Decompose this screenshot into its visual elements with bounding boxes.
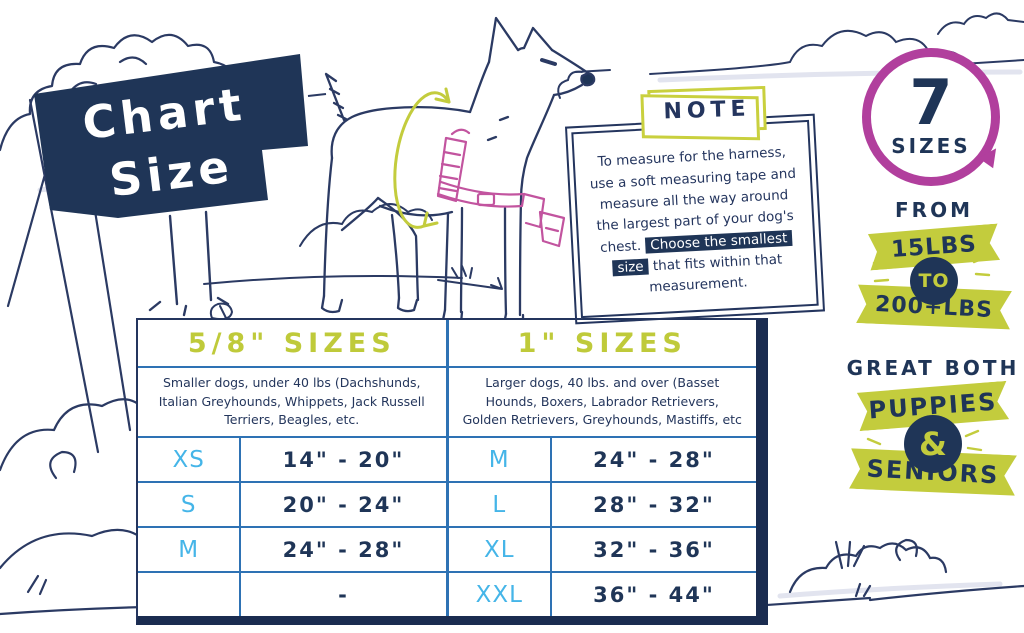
range-cell: 14" - 20"	[282, 447, 405, 472]
weight-intro: FROM	[895, 198, 973, 222]
audience-badge: GREAT BOTH PUPPIES & SENIORS	[842, 356, 1024, 493]
dog-tail	[324, 72, 348, 122]
column-description: Larger dogs, 40 lbs. and over (Basset Ho…	[448, 366, 756, 438]
size-cell: XL	[449, 528, 552, 571]
sizes-word: SIZES	[891, 134, 971, 158]
sign-board	[34, 54, 327, 317]
note-box: To measure for the harness, use a soft m…	[565, 113, 825, 325]
measuring-arrow	[393, 87, 451, 229]
range-cell: -	[338, 582, 349, 607]
dog-illustration	[320, 16, 596, 329]
size-cell	[138, 573, 242, 616]
range-cell: 20" - 24"	[282, 492, 405, 517]
note-label: NOTE	[663, 95, 751, 125]
table-row: XS 14" - 20"	[138, 438, 446, 483]
dog-ear	[522, 26, 554, 52]
size-cell: XS	[138, 438, 242, 481]
dog-ear	[487, 16, 520, 64]
size-table: 5/8" SIZES Smaller dogs, under 40 lbs (D…	[136, 318, 768, 625]
size-column-1: 1" SIZES Larger dogs, 40 lbs. and over (…	[448, 320, 757, 616]
column-header: 5/8" SIZES	[187, 327, 396, 359]
audience-intro: GREAT BOTH	[846, 356, 1020, 380]
size-cell: M	[449, 438, 552, 481]
audience-connector-circle: &	[904, 415, 962, 473]
dog-eye	[540, 58, 557, 66]
size-cell: S	[138, 483, 242, 526]
range-cell: 28" - 32"	[593, 492, 715, 517]
table-row: -	[138, 573, 446, 616]
table-row: XXL 36" - 44"	[449, 573, 757, 616]
dog-nose	[580, 71, 596, 87]
column-description: Smaller dogs, under 40 lbs (Dachshunds, …	[138, 366, 446, 438]
table-row: M 24" - 28"	[138, 528, 446, 573]
note-text: To measure for the harness, use a soft m…	[584, 142, 806, 302]
size-cell: L	[449, 483, 552, 526]
size-cell: XXL	[449, 573, 552, 616]
range-cell: 36" - 44"	[593, 582, 715, 607]
size-cell: M	[138, 528, 242, 571]
table-row: XL 32" - 36"	[448, 528, 756, 573]
range-cell: 24" - 28"	[282, 537, 405, 562]
weight-range-badge: FROM 15LBS TO 200+LBS	[848, 198, 1020, 327]
note-text-after: that fits within that measurement.	[648, 251, 783, 296]
weight-connector-circle: TO	[910, 257, 958, 305]
dog-harness	[436, 128, 566, 248]
size-column-5-8: 5/8" SIZES Smaller dogs, under 40 lbs (D…	[138, 320, 449, 616]
table-row: L 28" - 32"	[448, 483, 756, 528]
range-cell: 32" - 36"	[593, 537, 715, 562]
sizes-count: 7	[909, 66, 953, 139]
table-row: S 20" - 24"	[138, 483, 446, 528]
column-header: 1" SIZES	[517, 327, 687, 359]
table-row: M 24" - 28"	[448, 438, 756, 483]
sizes-count-badge: 7 SIZES	[862, 48, 1000, 186]
range-cell: 24" - 28"	[593, 447, 715, 472]
note-tab: NOTE	[647, 85, 767, 135]
